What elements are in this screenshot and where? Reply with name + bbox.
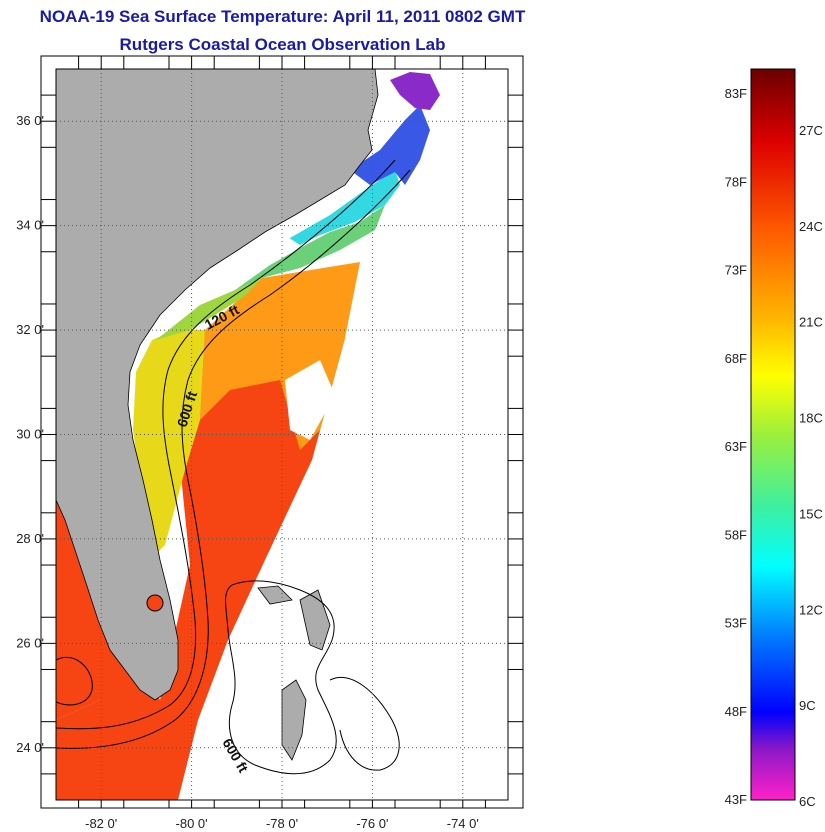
map-graticule	[56, 69, 508, 800]
colorbar-c-label: 18C	[799, 411, 823, 426]
colorbar-c-label: 15C	[799, 506, 823, 521]
map-subtitle: Rutgers Coastal Ocean Observation Lab	[119, 35, 446, 54]
lat-tick-label: 28 0'	[16, 531, 44, 546]
sst-swath-purple-north	[390, 72, 440, 110]
colorbar-f-label: 83F	[725, 86, 747, 101]
map-title: NOAA-19 Sea Surface Temperature: April 1…	[39, 7, 526, 26]
lat-tick-label: 36 0'	[16, 113, 44, 128]
colorbar-c-label: 12C	[799, 602, 823, 617]
sst-swath-gulf-stream	[56, 330, 345, 800]
cloud-area-east	[285, 360, 335, 440]
contour-120ft	[56, 159, 396, 730]
map-axes: -82 0' -80 0' -78 0' -76 0' -74 0' 24 0' 26 0'…	[16, 56, 523, 831]
sst-swath-blue-north	[350, 105, 430, 185]
colorbar-c-label: 24C	[799, 219, 823, 234]
sst-swath-cyan-north	[240, 170, 400, 262]
colorbar-f-label: 78F	[725, 174, 747, 189]
lat-tick-label: 30 0'	[16, 427, 44, 442]
lat-tick-label: 24 0'	[16, 740, 44, 755]
colorbar-c-label: 9C	[799, 698, 816, 713]
land-abaco	[299, 589, 331, 651]
lon-tick-label: -74 0'	[447, 816, 479, 831]
contour-south-florida	[56, 656, 93, 706]
lon-tick-label: -82 0'	[85, 816, 117, 831]
lon-tick-label: -80 0'	[176, 816, 208, 831]
land-grand-bahama	[257, 585, 293, 605]
colorbar-f-label: 58F	[725, 527, 747, 542]
colorbar-scale	[750, 68, 796, 801]
contour-bahamas-bank	[225, 580, 337, 775]
land-mainland	[56, 69, 379, 701]
lon-tick-label: -78 0'	[266, 816, 298, 831]
lake-okeechobee	[146, 594, 164, 612]
colorbar-f-label: 43F	[725, 792, 747, 807]
colorbar-f-label: 53F	[725, 616, 747, 631]
colorbar-f-label: 63F	[725, 439, 747, 454]
colorbar-c-label: 21C	[799, 315, 823, 330]
colorbar-c-label: 6C	[799, 794, 816, 809]
sst-swath-shelf-green	[156, 278, 262, 340]
contour-bahamas-east	[329, 676, 400, 771]
colorbar-f-label: 68F	[725, 351, 747, 366]
lon-tick-label: -76 0'	[356, 816, 388, 831]
lat-tick-label: 32 0'	[16, 322, 44, 337]
sst-swath-shelf-yellow	[133, 330, 205, 560]
lat-tick-label: 26 0'	[16, 635, 44, 650]
colorbar-labels: 83F 78F 73F 68F 63F 58F 53F 48F 43F 27C 24C 21C 18C 1…	[725, 86, 823, 809]
colorbar-f-label: 48F	[725, 704, 747, 719]
lat-tick-label: 34 0'	[16, 218, 44, 233]
colorbar-f-label: 73F	[725, 263, 747, 278]
cloud-area-north	[225, 232, 300, 275]
contour-600ft	[56, 169, 411, 749]
colorbar-c-label: 27C	[799, 123, 823, 138]
map-layers: 120 ft 600 ft 600 ft	[56, 69, 440, 800]
